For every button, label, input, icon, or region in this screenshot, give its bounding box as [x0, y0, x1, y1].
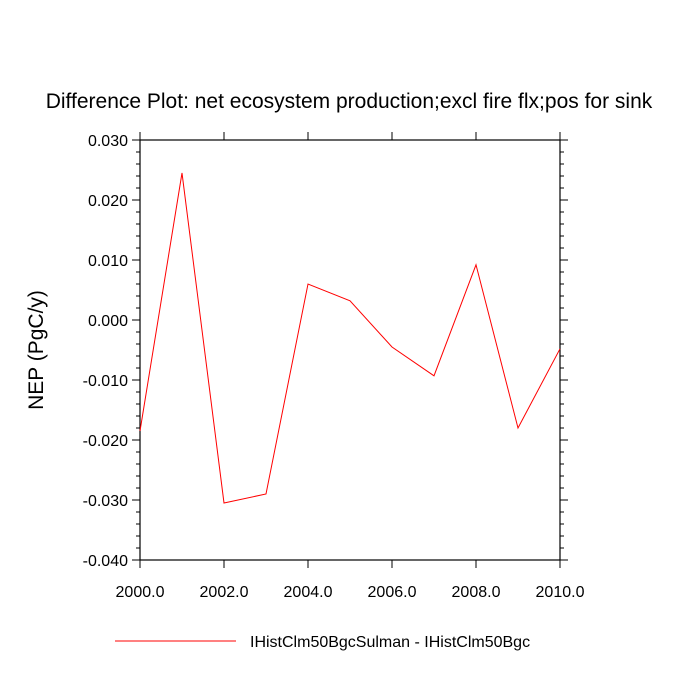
x-tick-label: 2004.0 — [284, 584, 333, 601]
y-tick-label: 0.030 — [88, 133, 128, 150]
y-tick-label: -0.020 — [83, 433, 128, 450]
y-tick-label: -0.030 — [83, 493, 128, 510]
y-tick-label: 0.010 — [88, 253, 128, 270]
x-tick-label: 2010.0 — [536, 584, 585, 601]
x-tick-label: 2000.0 — [116, 584, 165, 601]
y-axis-label: NEP (PgC/y) — [25, 290, 48, 410]
y-tick-label: 0.020 — [88, 193, 128, 210]
x-tick-label: 2008.0 — [452, 584, 501, 601]
plot-frame — [139, 139, 561, 561]
x-tick-label: 2002.0 — [200, 584, 249, 601]
legend-label: IHistClm50BgcSulman - IHistClm50Bgc — [250, 634, 530, 651]
x-tick-label: 2006.0 — [368, 584, 417, 601]
y-tick-label: 0.000 — [88, 313, 128, 330]
series-line — [139, 172, 561, 504]
plot-area: 0.030 0.020 0.010 0.000 -0.010 -0.020 -0.030 -0… — [83, 132, 585, 601]
y-tick-label: -0.010 — [83, 373, 128, 390]
y-tick-label: -0.040 — [83, 553, 128, 570]
chart-title: Difference Plot: net ecosystem productio… — [46, 90, 653, 113]
legend: IHistClm50BgcSulman - IHistClm50Bgc — [115, 634, 530, 651]
